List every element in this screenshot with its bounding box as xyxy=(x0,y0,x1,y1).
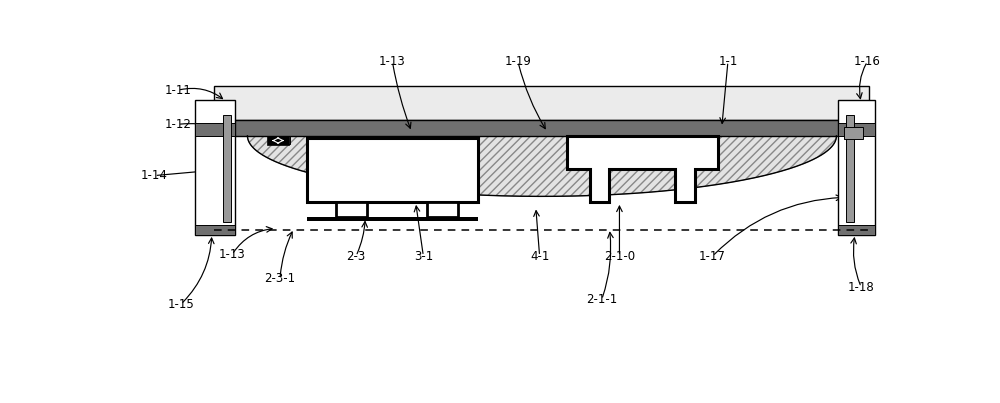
FancyBboxPatch shape xyxy=(307,138,478,202)
FancyBboxPatch shape xyxy=(567,136,718,139)
FancyBboxPatch shape xyxy=(838,100,875,235)
Text: 1-14: 1-14 xyxy=(141,169,168,182)
Polygon shape xyxy=(247,136,836,196)
FancyBboxPatch shape xyxy=(838,225,875,235)
Text: 1-1: 1-1 xyxy=(718,55,738,68)
Text: 1-13: 1-13 xyxy=(379,55,406,68)
FancyBboxPatch shape xyxy=(214,85,869,120)
FancyBboxPatch shape xyxy=(307,217,478,220)
Text: 1-18: 1-18 xyxy=(848,281,875,294)
Text: 2-3: 2-3 xyxy=(346,250,366,263)
FancyBboxPatch shape xyxy=(271,136,290,143)
FancyBboxPatch shape xyxy=(336,202,367,218)
FancyBboxPatch shape xyxy=(838,123,875,136)
Text: 1-15: 1-15 xyxy=(167,298,194,311)
Text: 1-13: 1-13 xyxy=(219,248,245,261)
FancyBboxPatch shape xyxy=(846,115,854,222)
Polygon shape xyxy=(567,136,718,202)
Text: 1-16: 1-16 xyxy=(854,55,881,68)
Text: 4-1: 4-1 xyxy=(530,250,549,263)
FancyBboxPatch shape xyxy=(223,115,231,222)
FancyBboxPatch shape xyxy=(650,136,681,143)
FancyBboxPatch shape xyxy=(214,120,869,136)
Text: 1-19: 1-19 xyxy=(504,55,531,68)
FancyBboxPatch shape xyxy=(195,225,235,235)
FancyBboxPatch shape xyxy=(567,136,598,143)
Text: 1-17: 1-17 xyxy=(699,250,726,263)
Text: 2-3-1: 2-3-1 xyxy=(264,272,296,285)
FancyBboxPatch shape xyxy=(427,202,458,218)
Text: 1-12: 1-12 xyxy=(164,118,191,131)
Text: 2-1-1: 2-1-1 xyxy=(586,293,617,306)
Text: 2-1-0: 2-1-0 xyxy=(604,250,635,263)
Text: 1-11: 1-11 xyxy=(164,84,191,97)
Text: 3-1: 3-1 xyxy=(414,250,433,263)
FancyBboxPatch shape xyxy=(267,136,289,145)
FancyBboxPatch shape xyxy=(844,127,863,139)
FancyBboxPatch shape xyxy=(195,123,235,136)
FancyBboxPatch shape xyxy=(195,100,235,235)
FancyBboxPatch shape xyxy=(307,138,478,142)
